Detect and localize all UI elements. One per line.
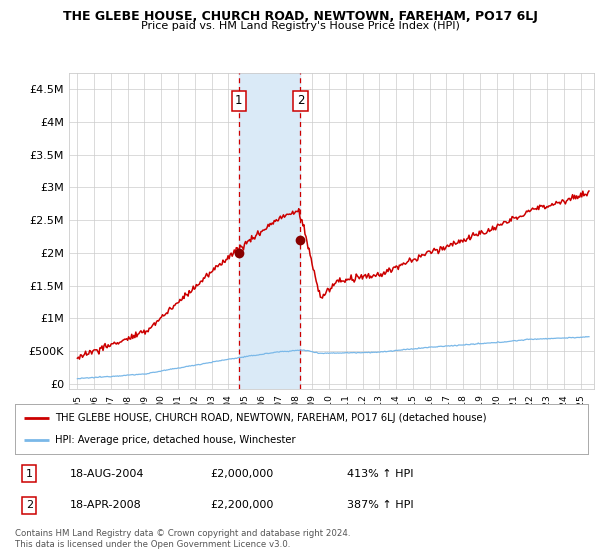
Text: HPI: Average price, detached house, Winchester: HPI: Average price, detached house, Winc…	[55, 435, 296, 445]
Text: THE GLEBE HOUSE, CHURCH ROAD, NEWTOWN, FAREHAM, PO17 6LJ: THE GLEBE HOUSE, CHURCH ROAD, NEWTOWN, F…	[62, 10, 538, 23]
Text: £2,000,000: £2,000,000	[210, 469, 273, 479]
Text: £2,200,000: £2,200,000	[210, 500, 273, 510]
Text: 1: 1	[235, 95, 242, 108]
Text: THE GLEBE HOUSE, CHURCH ROAD, NEWTOWN, FAREHAM, PO17 6LJ (detached house): THE GLEBE HOUSE, CHURCH ROAD, NEWTOWN, F…	[55, 413, 487, 423]
Bar	[239, 73, 301, 389]
Text: 2: 2	[26, 500, 33, 510]
Text: 2: 2	[297, 95, 304, 108]
Text: 387% ↑ HPI: 387% ↑ HPI	[347, 500, 414, 510]
Text: 1: 1	[26, 469, 33, 479]
Text: 18-AUG-2004: 18-AUG-2004	[70, 469, 144, 479]
Text: 413% ↑ HPI: 413% ↑ HPI	[347, 469, 414, 479]
Text: 18-APR-2008: 18-APR-2008	[70, 500, 141, 510]
Text: Contains HM Land Registry data © Crown copyright and database right 2024.
This d: Contains HM Land Registry data © Crown c…	[15, 529, 350, 549]
Text: Price paid vs. HM Land Registry's House Price Index (HPI): Price paid vs. HM Land Registry's House …	[140, 21, 460, 31]
